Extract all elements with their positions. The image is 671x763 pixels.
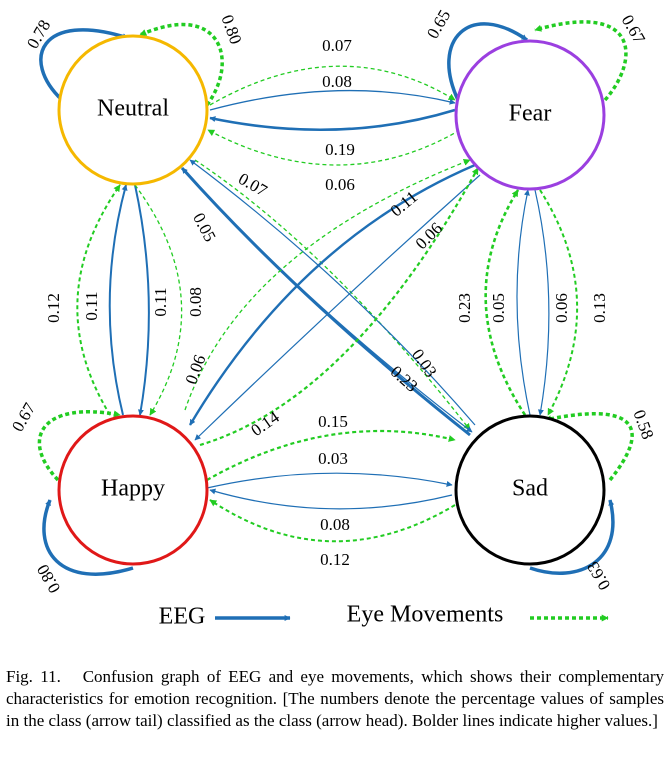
edge-label: 0.19 xyxy=(325,140,355,159)
edge xyxy=(484,189,527,416)
edge-label: 0.08 xyxy=(320,515,350,534)
edge xyxy=(194,174,481,441)
edge-label: 0.11 xyxy=(387,187,422,220)
edge xyxy=(134,184,183,416)
edge-label: 0.65 xyxy=(423,7,454,42)
edge-label: 0.03 xyxy=(318,449,348,468)
edge xyxy=(539,189,578,416)
edge-label: 0.80 xyxy=(33,561,64,596)
edge-label: 0.06 xyxy=(325,175,355,194)
edge xyxy=(134,184,150,416)
edge-label: 0.80 xyxy=(217,12,245,46)
edge xyxy=(206,429,456,481)
edge xyxy=(42,499,134,576)
edge-label: 0.05 xyxy=(489,293,508,323)
edge xyxy=(37,410,121,482)
node xyxy=(454,414,606,566)
edge xyxy=(39,28,129,102)
legend-label: Eye Movements xyxy=(347,602,504,628)
edge xyxy=(194,159,471,431)
edges xyxy=(37,20,634,576)
edge-label: 0.08 xyxy=(322,72,352,91)
edge-label: 0.08 xyxy=(186,287,205,317)
edge xyxy=(209,499,456,543)
edge xyxy=(534,20,628,102)
edge xyxy=(207,129,461,166)
nodes: Neutral Fear Happy Sad xyxy=(57,34,606,566)
edge-label: 0.05 xyxy=(189,210,220,245)
edge xyxy=(209,65,456,106)
edge xyxy=(529,499,615,575)
legend-label: EEG xyxy=(159,604,206,630)
edge-label: 0.23 xyxy=(455,293,474,323)
edge xyxy=(188,163,476,426)
edge-label: 0.06 xyxy=(412,219,446,253)
edge-label: 0.11 xyxy=(82,291,101,320)
edge xyxy=(189,159,476,426)
diagram: Neutral Fear Happy Sad 0.78 0.80 0.65 0.… xyxy=(8,7,658,630)
node-label: Sad xyxy=(512,476,548,502)
caption: Fig. 11. Confusion graph of EEG and eye … xyxy=(6,666,664,732)
edge xyxy=(108,184,128,416)
edge-label: 0.14 xyxy=(247,407,283,440)
edge xyxy=(544,411,634,482)
edge xyxy=(447,22,529,101)
edge xyxy=(184,169,473,433)
node xyxy=(454,39,606,191)
edge xyxy=(516,189,531,416)
edge-label: 0.12 xyxy=(320,550,350,569)
figure-number: Fig. 11. xyxy=(6,667,61,686)
edge xyxy=(76,184,121,416)
edge-label: 0.15 xyxy=(318,412,348,431)
edge xyxy=(206,472,453,489)
node-label: Fear xyxy=(509,101,552,127)
edge-label: 0.07 xyxy=(322,36,352,55)
edge xyxy=(184,159,471,411)
legend: EEG Eye Movements xyxy=(159,602,609,630)
edge xyxy=(209,488,453,510)
edge-label: 0.07 xyxy=(235,169,271,201)
edge-label: 0.63 xyxy=(583,558,614,593)
caption-text: Confusion graph of EEG and eye movements… xyxy=(6,667,665,730)
edge xyxy=(209,108,456,132)
edge-label: 0.11 xyxy=(151,287,170,316)
edge-label: 0.06 xyxy=(181,352,209,386)
node-label: Neutral xyxy=(97,96,169,122)
edge-label: 0.06 xyxy=(552,293,571,323)
node xyxy=(57,34,209,186)
edge xyxy=(534,189,550,416)
edge-label: 0.78 xyxy=(23,17,54,52)
edge xyxy=(199,167,479,447)
node xyxy=(57,414,209,566)
node-label: Happy xyxy=(101,476,165,502)
edge-label: 0.13 xyxy=(590,293,609,323)
edge-label: 0.12 xyxy=(44,293,63,323)
edge-label: 0.67 xyxy=(8,399,40,435)
edge xyxy=(180,167,471,437)
edge xyxy=(209,89,456,111)
